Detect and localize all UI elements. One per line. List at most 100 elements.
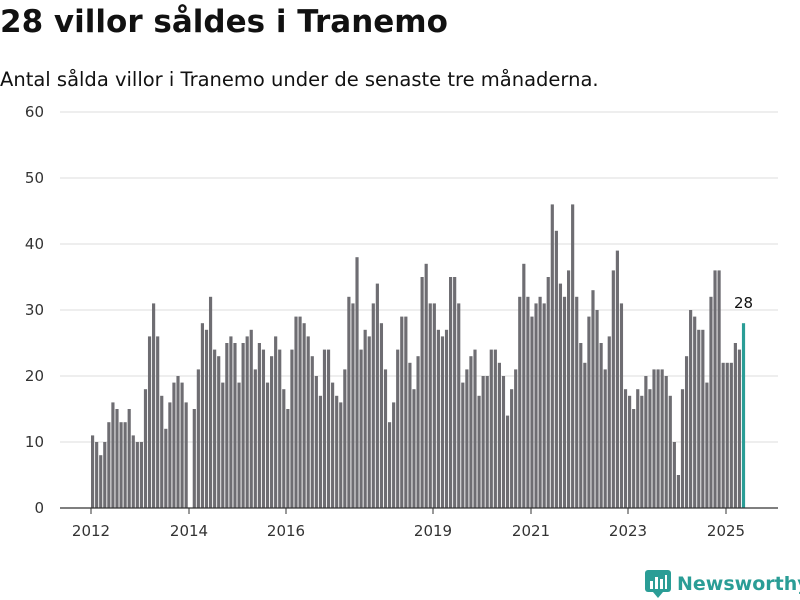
y-tick-label: 20 [25, 367, 44, 385]
bar [538, 296, 542, 508]
bar [684, 356, 689, 508]
bar [534, 303, 538, 508]
bar [95, 442, 99, 508]
x-tick-label: 2014 [170, 522, 208, 540]
y-tick-label: 30 [25, 301, 44, 319]
bar [302, 323, 306, 508]
bar [298, 316, 302, 508]
bar [326, 349, 331, 508]
bar [343, 369, 347, 508]
bar [135, 442, 139, 508]
bar [103, 442, 107, 508]
bar [656, 369, 660, 508]
bar [680, 389, 685, 508]
x-tick-label: 2023 [609, 522, 647, 540]
bar [107, 422, 111, 508]
bar [729, 362, 733, 508]
bar [672, 442, 676, 508]
bar [461, 382, 465, 508]
bar [367, 336, 371, 508]
bar [143, 389, 148, 508]
bar [526, 296, 530, 508]
bar [595, 310, 599, 508]
bar [546, 277, 550, 508]
bar [485, 376, 489, 508]
bar [693, 316, 697, 508]
bar [615, 250, 619, 508]
bar [115, 409, 119, 508]
brand-name: Newsworthy [677, 573, 800, 595]
bar [554, 230, 558, 509]
bar [355, 257, 359, 508]
bar [286, 409, 290, 508]
bar [168, 402, 172, 508]
bar [558, 283, 563, 508]
bar [249, 329, 253, 508]
bar [387, 422, 392, 508]
bar [607, 336, 611, 508]
bar [636, 389, 640, 508]
bar [274, 336, 278, 508]
bar [339, 402, 343, 508]
y-tick-label: 60 [25, 103, 44, 121]
x-tick-label: 2012 [72, 522, 110, 540]
bar [444, 329, 449, 508]
bar [192, 409, 196, 508]
bar [489, 349, 493, 508]
x-tick-label: 2021 [512, 522, 550, 540]
bar [147, 336, 152, 508]
bar [473, 349, 477, 508]
bar [697, 329, 701, 508]
x-tick-label: 2019 [414, 522, 452, 540]
bar [587, 316, 591, 508]
bar [477, 395, 481, 508]
bar [392, 402, 396, 508]
bar [253, 369, 257, 508]
bar [351, 303, 355, 508]
bar [566, 270, 571, 508]
bar [575, 296, 579, 508]
bar [123, 422, 127, 508]
bar [717, 270, 721, 508]
bar [705, 382, 709, 508]
bar [660, 369, 664, 508]
bar [668, 395, 672, 508]
bar [331, 382, 335, 508]
bar [172, 382, 176, 508]
x-tick-label: 2025 [707, 522, 745, 540]
bar [481, 376, 485, 508]
bar [322, 349, 327, 508]
bar [416, 356, 420, 508]
bar [278, 349, 282, 508]
highlight-bar [741, 323, 746, 508]
bar [449, 277, 453, 508]
bar [396, 349, 400, 508]
bar [644, 376, 648, 508]
bar [257, 343, 261, 508]
bar [176, 376, 180, 508]
bar [522, 263, 526, 508]
bar [623, 389, 628, 508]
bar [591, 290, 595, 508]
bar [725, 362, 729, 508]
bar [180, 382, 184, 508]
bar [457, 303, 461, 508]
bar [628, 395, 632, 508]
newsworthy-logo-icon [645, 570, 671, 598]
bar [237, 382, 241, 508]
bar [270, 356, 274, 508]
bar [469, 356, 473, 508]
bar [420, 277, 424, 508]
x-tick-label: 2016 [267, 522, 305, 540]
bar [119, 422, 123, 508]
bar [184, 402, 188, 508]
bar [245, 336, 249, 508]
bar [131, 435, 135, 508]
bar [713, 270, 717, 508]
bar [265, 382, 270, 508]
brand: Newsworthy [645, 568, 800, 600]
bar [530, 316, 534, 508]
bar [306, 336, 310, 508]
bar [225, 343, 229, 508]
bar [99, 455, 103, 508]
